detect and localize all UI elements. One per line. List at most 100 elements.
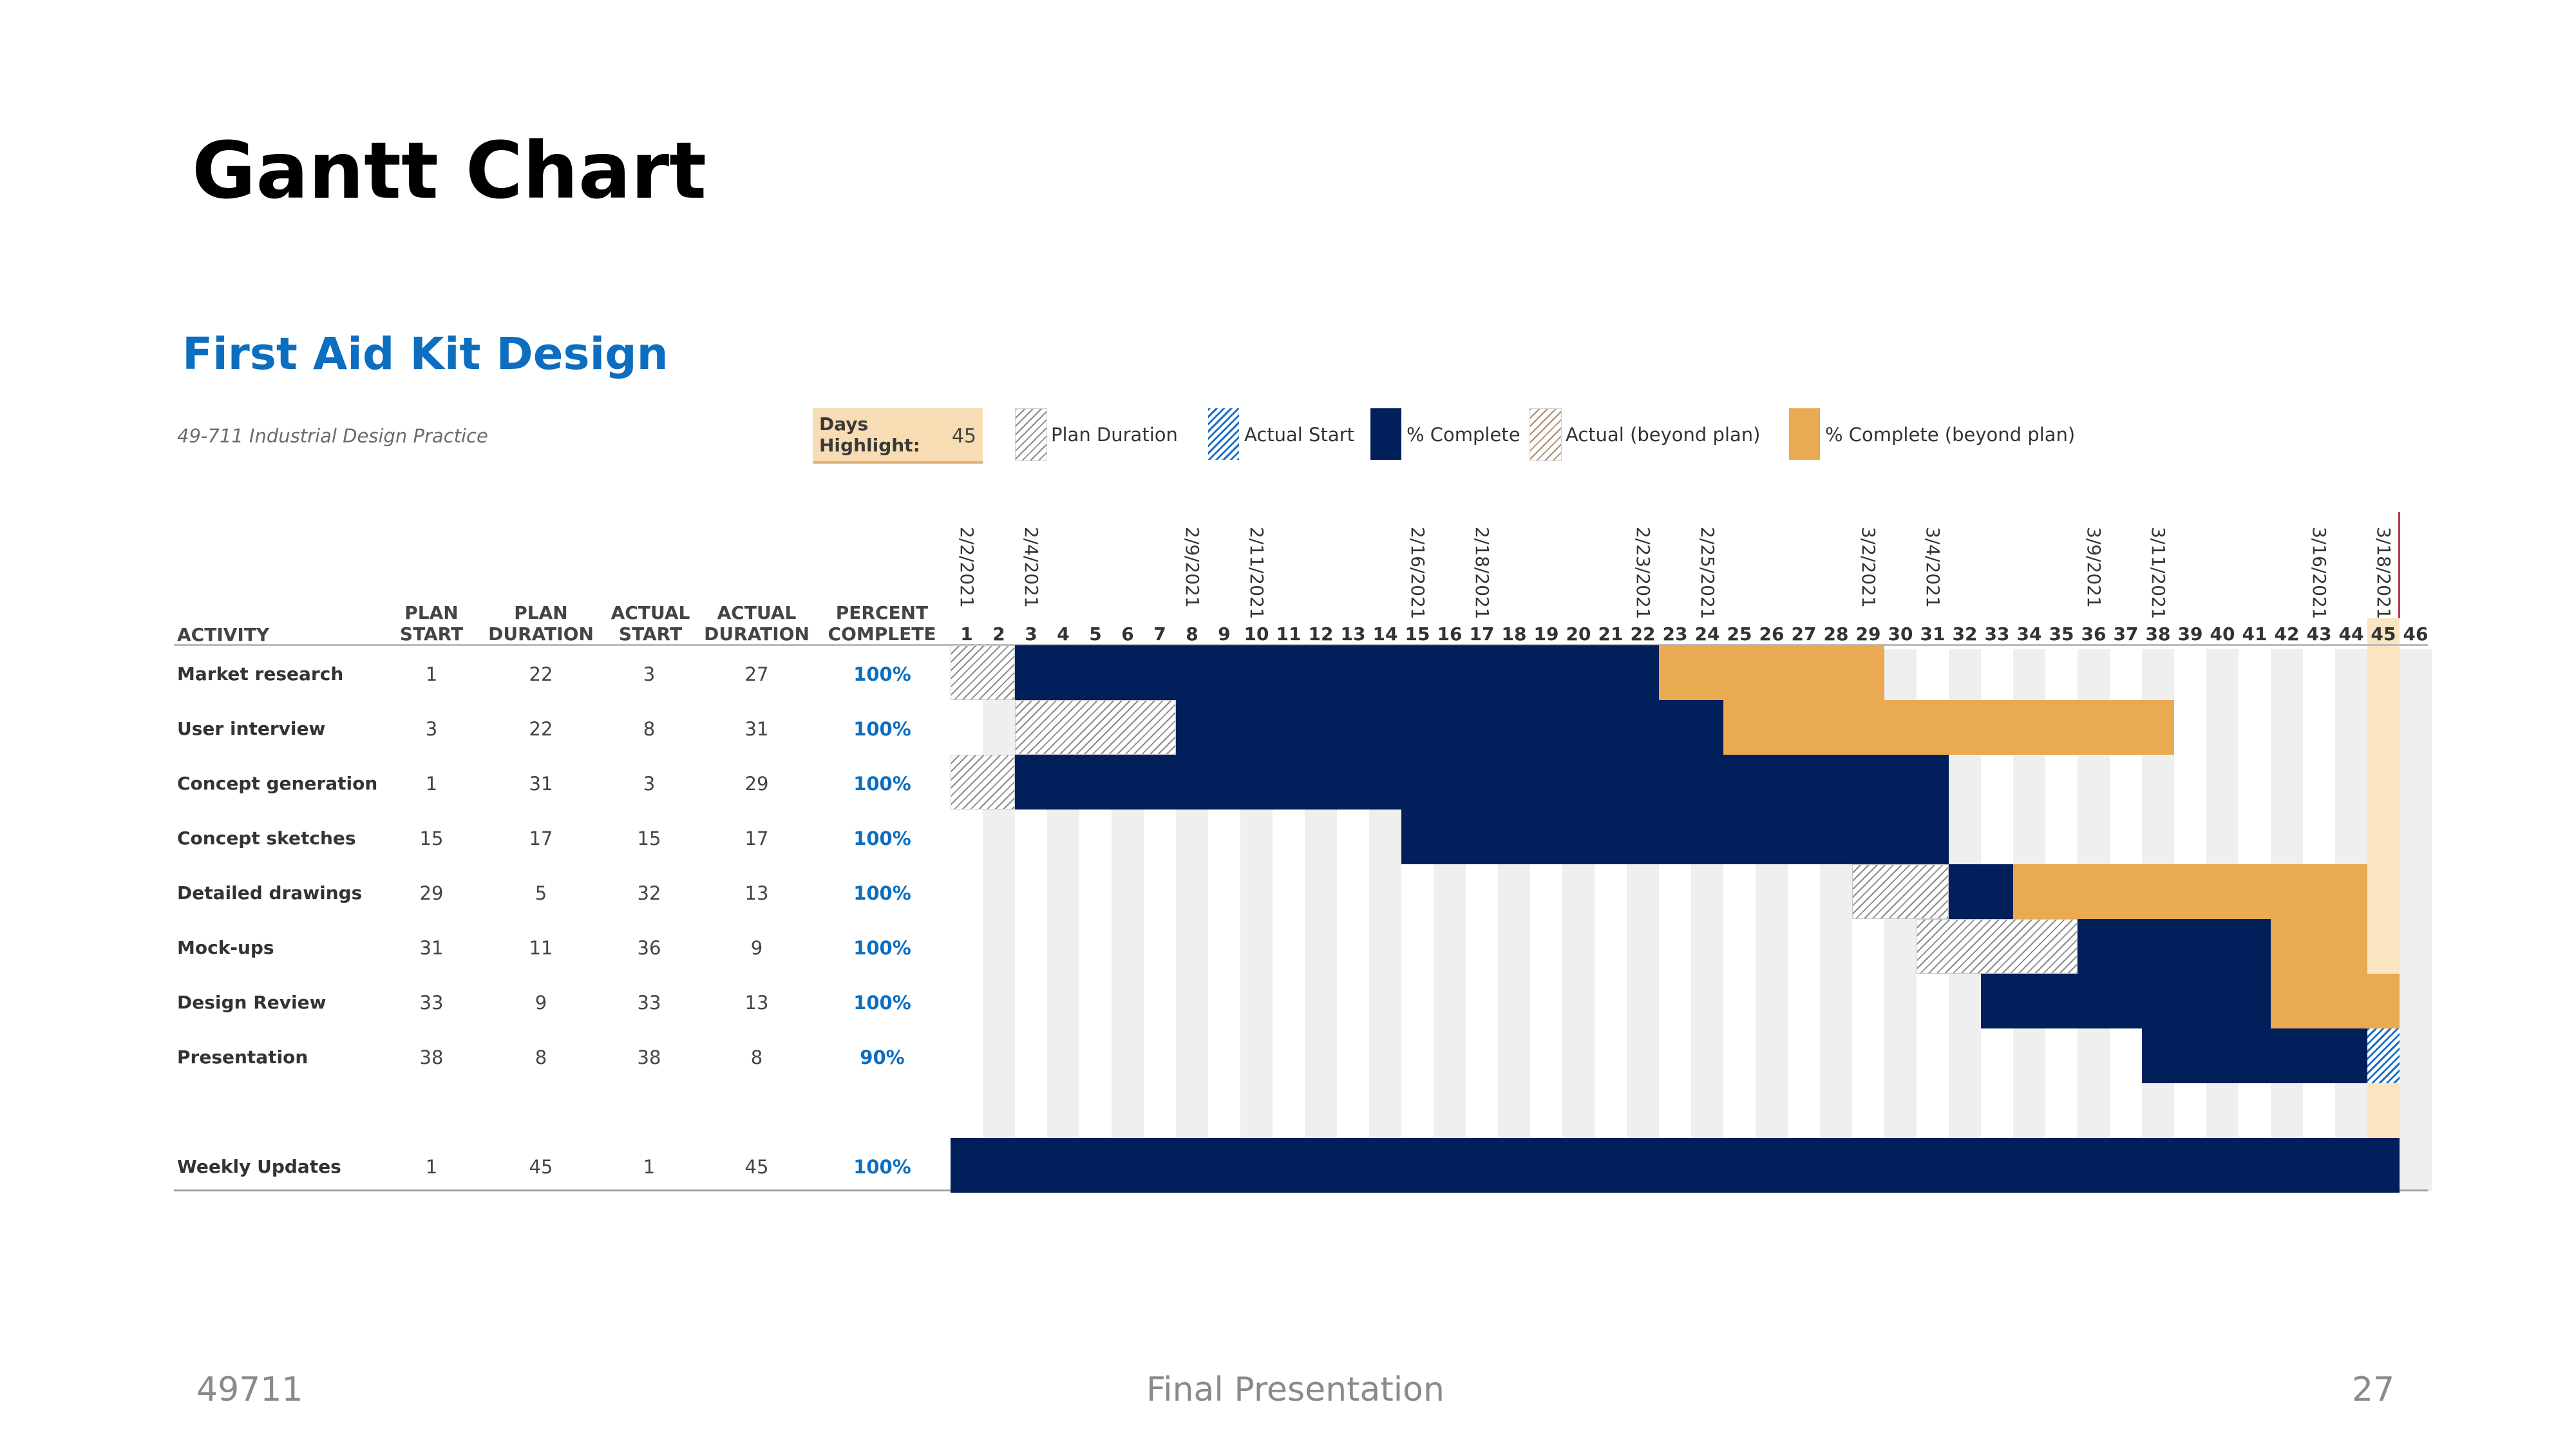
day-number: 10 [1244,623,1269,645]
date-label: 2/23/2021 [1633,527,1654,620]
day-number: 43 [2306,623,2332,645]
activity-name: Presentation [177,1046,308,1068]
day-number: 18 [1501,623,1527,645]
percent-complete-cell: 100% [853,882,911,904]
legend-label: % Complete [1406,424,1520,446]
day-number: 31 [1920,623,1946,645]
plan-duration-cell: 17 [529,828,553,849]
plan-start-cell: 33 [419,992,444,1014]
percent-complete-cell: 100% [853,937,911,959]
header-percent-complete: PERCENT COMPLETE [828,602,936,645]
actual-start-cell: 8 [643,718,656,740]
plan-duration-cell: 9 [535,992,547,1014]
actual-duration-cell: 31 [744,718,769,740]
day-number: 15 [1405,623,1430,645]
days-highlight-field[interactable]: Days Highlight: 45 [813,408,983,464]
footer-title: Final Presentation [1146,1370,1444,1409]
day-number: 42 [2274,623,2300,645]
highlight-day-column [2367,618,2400,1191]
day-number: 3 [1025,623,1037,645]
day-number: 2 [992,623,1005,645]
plan-start-cell: 15 [419,828,444,849]
legend-swatch-hatch-tan [1530,408,1562,461]
header-activity: ACTIVITY [177,624,270,645]
day-number: 28 [1823,623,1849,645]
actual-start-cell: 15 [637,828,661,849]
plan-start-cell: 3 [425,718,438,740]
activity-name: User interview [177,718,326,739]
day-number: 8 [1186,623,1198,645]
day-number: 13 [1340,623,1366,645]
plan-start-cell: 1 [425,663,438,685]
activity-name: Concept generation [177,773,378,794]
day-number: 32 [1952,623,1978,645]
percent-complete-bar [1401,810,1949,864]
day-number: 45 [2371,623,2396,645]
date-label: 2/2/2021 [956,527,978,608]
percent-complete-bar [1981,974,2271,1028]
header-actual-start: ACTUAL START [611,602,690,645]
percent-complete-cell: 100% [853,718,911,740]
percent-complete-cell: 100% [853,1156,911,1178]
plan-start-cell: 29 [419,882,444,904]
actual-duration-cell: 9 [750,937,763,959]
activity-name: Market research [177,663,344,685]
percent-complete-beyond-plan-bar [1659,645,1884,700]
day-number: 23 [1662,623,1688,645]
plan-duration-bar [951,755,1015,810]
percent-complete-bar [1015,645,1659,700]
percent-complete-beyond-plan-bar [2271,974,2400,1028]
legend-label: Actual (beyond plan) [1566,424,1761,446]
percent-complete-beyond-plan-bar [1723,700,2174,755]
actual-duration-cell: 29 [744,773,769,795]
day-number: 21 [1598,623,1624,645]
header-actual-duration: ACTUAL DURATION [704,602,810,645]
day-number: 34 [2016,623,2042,645]
day-number: 7 [1153,623,1166,645]
date-label: 3/18/2021 [2373,527,2394,620]
day-number: 5 [1089,623,1102,645]
plan-start-cell: 1 [425,1156,438,1178]
header-plan-start: PLAN START [399,602,464,645]
legend-swatch-solid-navy [1370,408,1401,460]
day-number: 25 [1727,623,1752,645]
percent-complete-cell: 100% [853,992,911,1014]
plan-duration-cell: 5 [535,882,547,904]
header-divider [174,644,2428,646]
percent-complete-bar [951,1138,2400,1193]
day-number: 20 [1566,623,1591,645]
day-column-shade [983,649,1015,1191]
day-number: 24 [1694,623,1720,645]
plan-duration-bar [1852,864,1949,919]
day-number: 26 [1759,623,1785,645]
percent-complete-bar [1949,864,2013,919]
footer-page-number: 27 [2352,1370,2395,1409]
activity-name: Weekly Updates [177,1156,341,1177]
actual-start-cell: 32 [637,882,661,904]
footer-course-number: 49711 [196,1370,303,1409]
percent-complete-bar [1176,700,1723,755]
day-number: 40 [2210,623,2235,645]
date-label: 3/11/2021 [2148,527,2169,620]
actual-start-cell: 38 [637,1046,661,1068]
day-number: 38 [2145,623,2171,645]
day-number: 11 [1276,623,1302,645]
date-label: 3/16/2021 [2309,527,2330,620]
date-label: 2/16/2021 [1407,527,1428,620]
day-column-shade [2400,649,2432,1191]
actual-duration-cell: 13 [744,992,769,1014]
percent-complete-beyond-plan-bar [2013,864,2367,919]
day-number: 6 [1121,623,1134,645]
day-number: 39 [2177,623,2203,645]
day-number: 30 [1888,623,1913,645]
actual-duration-cell: 17 [744,828,769,849]
actual-duration-cell: 8 [750,1046,763,1068]
date-label: 2/11/2021 [1246,527,1267,620]
day-number: 19 [1533,623,1559,645]
activity-name: Mock-ups [177,937,274,958]
plan-start-cell: 1 [425,773,438,795]
day-number: 35 [2049,623,2074,645]
legend-swatch-hatch-grey [1015,408,1047,461]
percent-complete-cell: 90% [860,1046,905,1068]
days-highlight-value[interactable]: 45 [951,425,976,448]
